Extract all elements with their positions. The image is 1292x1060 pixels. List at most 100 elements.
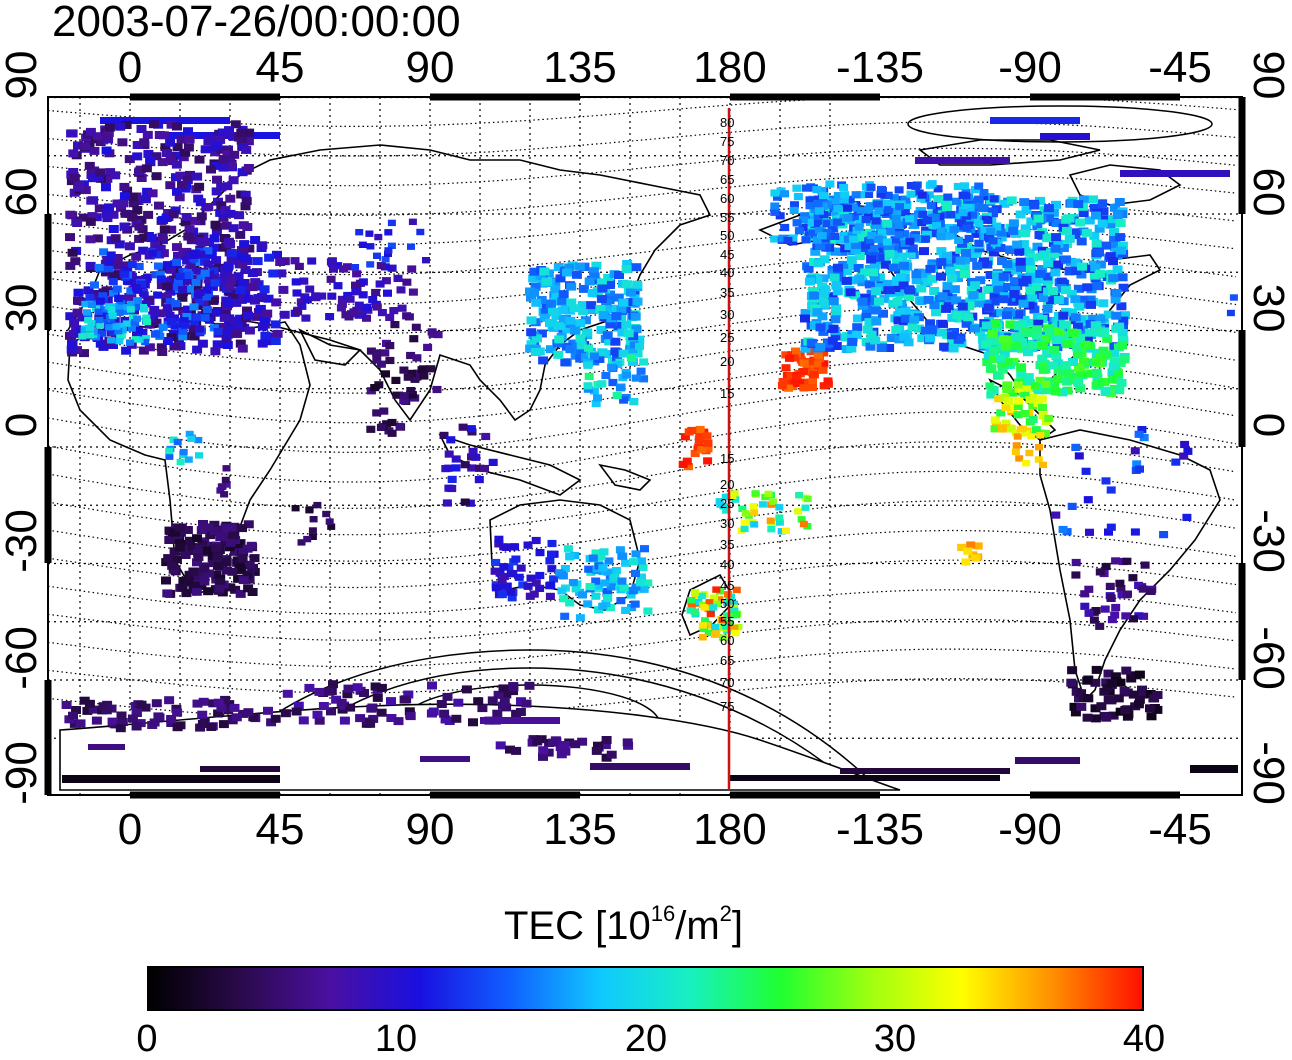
tec-cell bbox=[160, 143, 171, 152]
tec-cell bbox=[991, 222, 1002, 231]
tec-cell bbox=[224, 237, 234, 246]
tec-cell bbox=[1054, 327, 1065, 336]
tec-cell bbox=[876, 344, 887, 352]
tec-cell bbox=[217, 483, 226, 490]
tec-cell bbox=[818, 366, 828, 374]
tec-cell bbox=[560, 612, 570, 620]
tec-cell bbox=[589, 357, 600, 366]
right-lat-tick: 30 bbox=[1244, 283, 1292, 333]
tec-cell bbox=[598, 602, 608, 610]
tec-cell bbox=[237, 524, 247, 533]
tec-cell bbox=[109, 303, 118, 310]
tec-cell bbox=[185, 170, 195, 179]
tec-cell bbox=[1078, 357, 1089, 366]
contour-label: 30 bbox=[720, 307, 734, 322]
tec-cell bbox=[376, 423, 386, 431]
tec-cell bbox=[1117, 273, 1128, 282]
tec-cell bbox=[819, 300, 830, 309]
contour-label: 15 bbox=[720, 386, 734, 401]
tec-cell bbox=[153, 262, 163, 270]
tec-cell bbox=[1051, 233, 1062, 242]
tec-cell bbox=[69, 318, 80, 327]
tec-cell bbox=[1006, 425, 1016, 433]
tec-cell bbox=[337, 300, 347, 308]
tec-cell bbox=[842, 267, 853, 275]
tec-cell bbox=[997, 228, 1007, 237]
tec-cell bbox=[231, 713, 242, 722]
tec-cell bbox=[1044, 327, 1055, 336]
top-lon-tick: 45 bbox=[255, 43, 305, 92]
tec-cell bbox=[403, 373, 413, 381]
tec-cell bbox=[374, 233, 383, 241]
tec-cell bbox=[480, 464, 489, 473]
tec-cell bbox=[946, 331, 957, 340]
tec-cell bbox=[621, 606, 631, 614]
tec-cell bbox=[202, 286, 212, 294]
tec-cell bbox=[995, 244, 1006, 252]
tec-cell bbox=[333, 282, 343, 290]
tec-cell bbox=[90, 281, 99, 289]
tec-cell bbox=[79, 213, 89, 222]
tec-cell bbox=[920, 326, 931, 335]
tec-cell bbox=[861, 312, 872, 321]
colorbar-tick: 40 bbox=[1122, 1018, 1166, 1060]
tec-cell bbox=[1025, 286, 1036, 295]
tec-cell bbox=[859, 247, 870, 256]
tec-cell bbox=[404, 707, 415, 716]
tec-cell bbox=[894, 231, 904, 239]
tec-cell bbox=[1110, 611, 1120, 619]
tec-cell bbox=[800, 212, 811, 221]
tec-cell bbox=[630, 600, 640, 608]
tec-cell bbox=[1089, 271, 1100, 280]
tec-cell bbox=[817, 232, 827, 240]
tec-cell bbox=[406, 387, 416, 395]
tec-cell bbox=[789, 206, 799, 214]
tec-cell bbox=[1071, 571, 1081, 579]
tec-cell bbox=[601, 299, 612, 307]
tec-cell bbox=[821, 243, 832, 252]
tec-cell bbox=[740, 519, 749, 526]
tec-cell bbox=[769, 498, 778, 505]
tec-cell bbox=[775, 519, 784, 526]
tec-cell bbox=[1027, 433, 1036, 440]
tec-cell bbox=[352, 683, 363, 692]
tec-cell bbox=[871, 287, 881, 296]
tec-cell bbox=[539, 313, 550, 322]
tec-cell bbox=[1029, 201, 1040, 210]
tec-cell bbox=[792, 373, 802, 381]
tec-cell bbox=[600, 741, 611, 750]
tec-cell bbox=[196, 581, 207, 590]
tec-cell bbox=[97, 329, 107, 337]
tec-cell bbox=[887, 228, 897, 236]
tec-cell bbox=[131, 252, 142, 261]
tec-cell bbox=[977, 335, 988, 344]
tec-cell bbox=[240, 254, 251, 263]
tec-cell bbox=[847, 337, 858, 346]
tec-cell bbox=[196, 526, 207, 535]
tec-cell bbox=[1101, 678, 1112, 687]
tec-cell bbox=[814, 207, 824, 215]
tec-cell bbox=[396, 286, 406, 294]
tec-cell bbox=[578, 307, 589, 316]
tec-cell bbox=[244, 326, 255, 335]
tec-cell bbox=[142, 187, 153, 196]
tec-cell bbox=[122, 320, 131, 327]
tec-cell bbox=[602, 331, 613, 340]
tec-cell bbox=[751, 490, 760, 497]
tec-cell bbox=[203, 569, 214, 578]
tec-cell bbox=[212, 552, 223, 561]
tec-cell bbox=[832, 210, 842, 219]
tec-cell bbox=[372, 349, 382, 357]
tec-cell bbox=[680, 433, 690, 441]
tec-cell bbox=[927, 325, 937, 334]
tec-cell bbox=[1032, 331, 1043, 340]
tec-cell bbox=[471, 453, 481, 461]
tec-cell bbox=[686, 607, 695, 614]
tec-cell bbox=[192, 172, 203, 181]
tec-cell bbox=[1044, 214, 1055, 223]
tec-cell bbox=[974, 220, 984, 228]
tec-cell bbox=[1122, 557, 1132, 565]
tec-cell bbox=[817, 187, 827, 195]
tec-cell bbox=[103, 296, 113, 304]
tec-cell bbox=[138, 246, 149, 255]
